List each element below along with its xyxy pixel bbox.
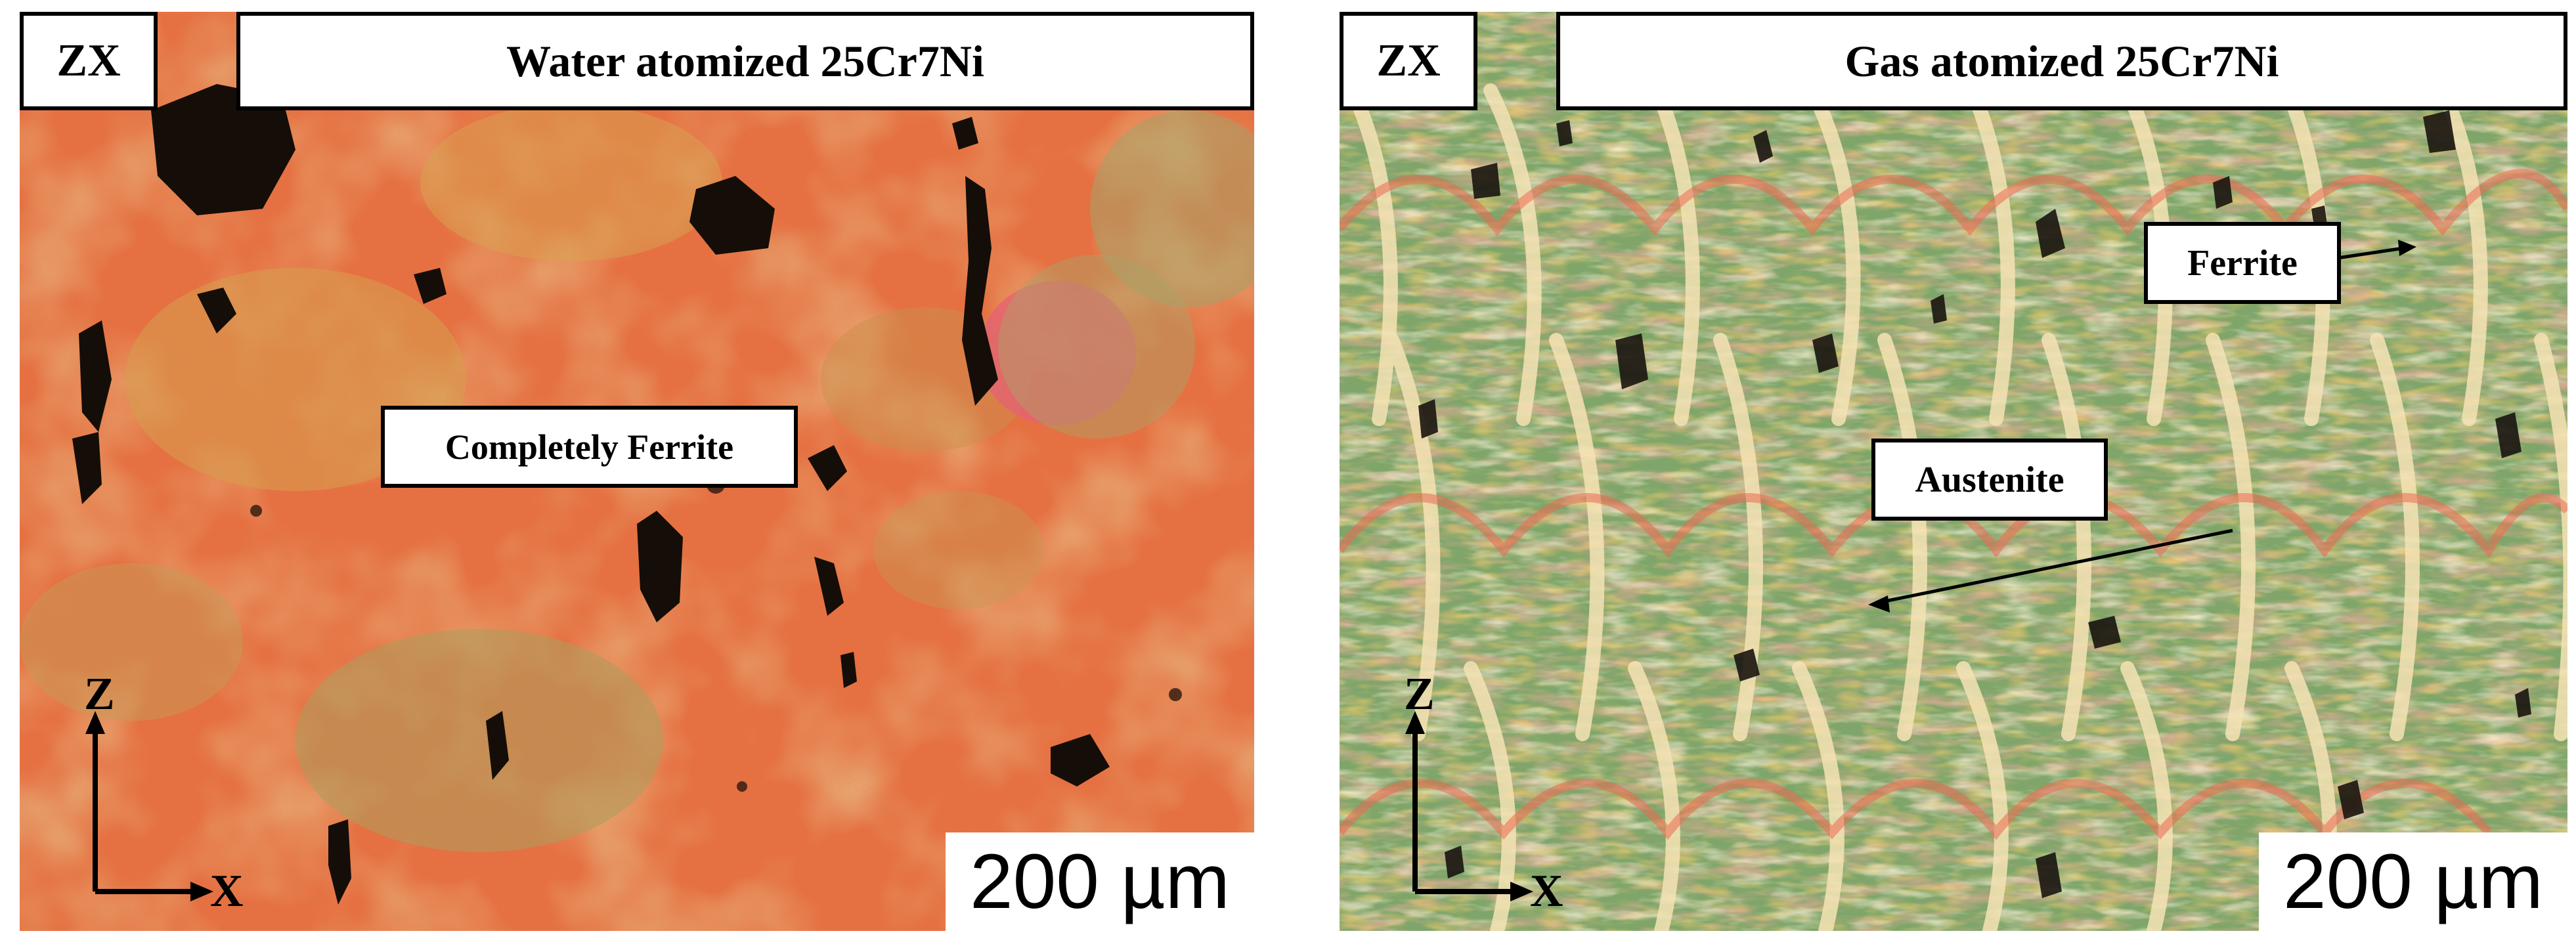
- micrograph-panel-gas-atomized: ZX Gas atomized 25Cr7Ni Ferrite Austenit…: [1340, 12, 2567, 931]
- annotation-austenite: Austenite: [1871, 439, 2108, 521]
- annotation-ferrite: Ferrite: [2144, 222, 2341, 304]
- orientation-label-zx: ZX: [1340, 12, 1477, 110]
- scale-bar-label: 200 µm: [2259, 832, 2567, 931]
- scale-bar-label: 200 µm: [946, 832, 1254, 931]
- panel-title-gas-atomized: Gas atomized 25Cr7Ni: [1556, 12, 2567, 110]
- axes-indicator-icon: [85, 711, 213, 901]
- micrograph-panel-water-atomized: ZX Water atomized 25Cr7Ni Completely Fer…: [20, 12, 1254, 931]
- axis-label-x: X: [1530, 866, 1563, 916]
- axes-indicator-icon: [1405, 711, 1533, 901]
- annotation-completely-ferrite: Completely Ferrite: [381, 406, 798, 488]
- panel-title-water-atomized: Water atomized 25Cr7Ni: [236, 12, 1254, 110]
- axis-label-z: Z: [84, 669, 115, 720]
- orientation-label-zx: ZX: [20, 12, 158, 110]
- annotation-arrows: [1868, 240, 2416, 613]
- axis-label-z: Z: [1404, 669, 1435, 720]
- axis-label-x: X: [210, 866, 244, 916]
